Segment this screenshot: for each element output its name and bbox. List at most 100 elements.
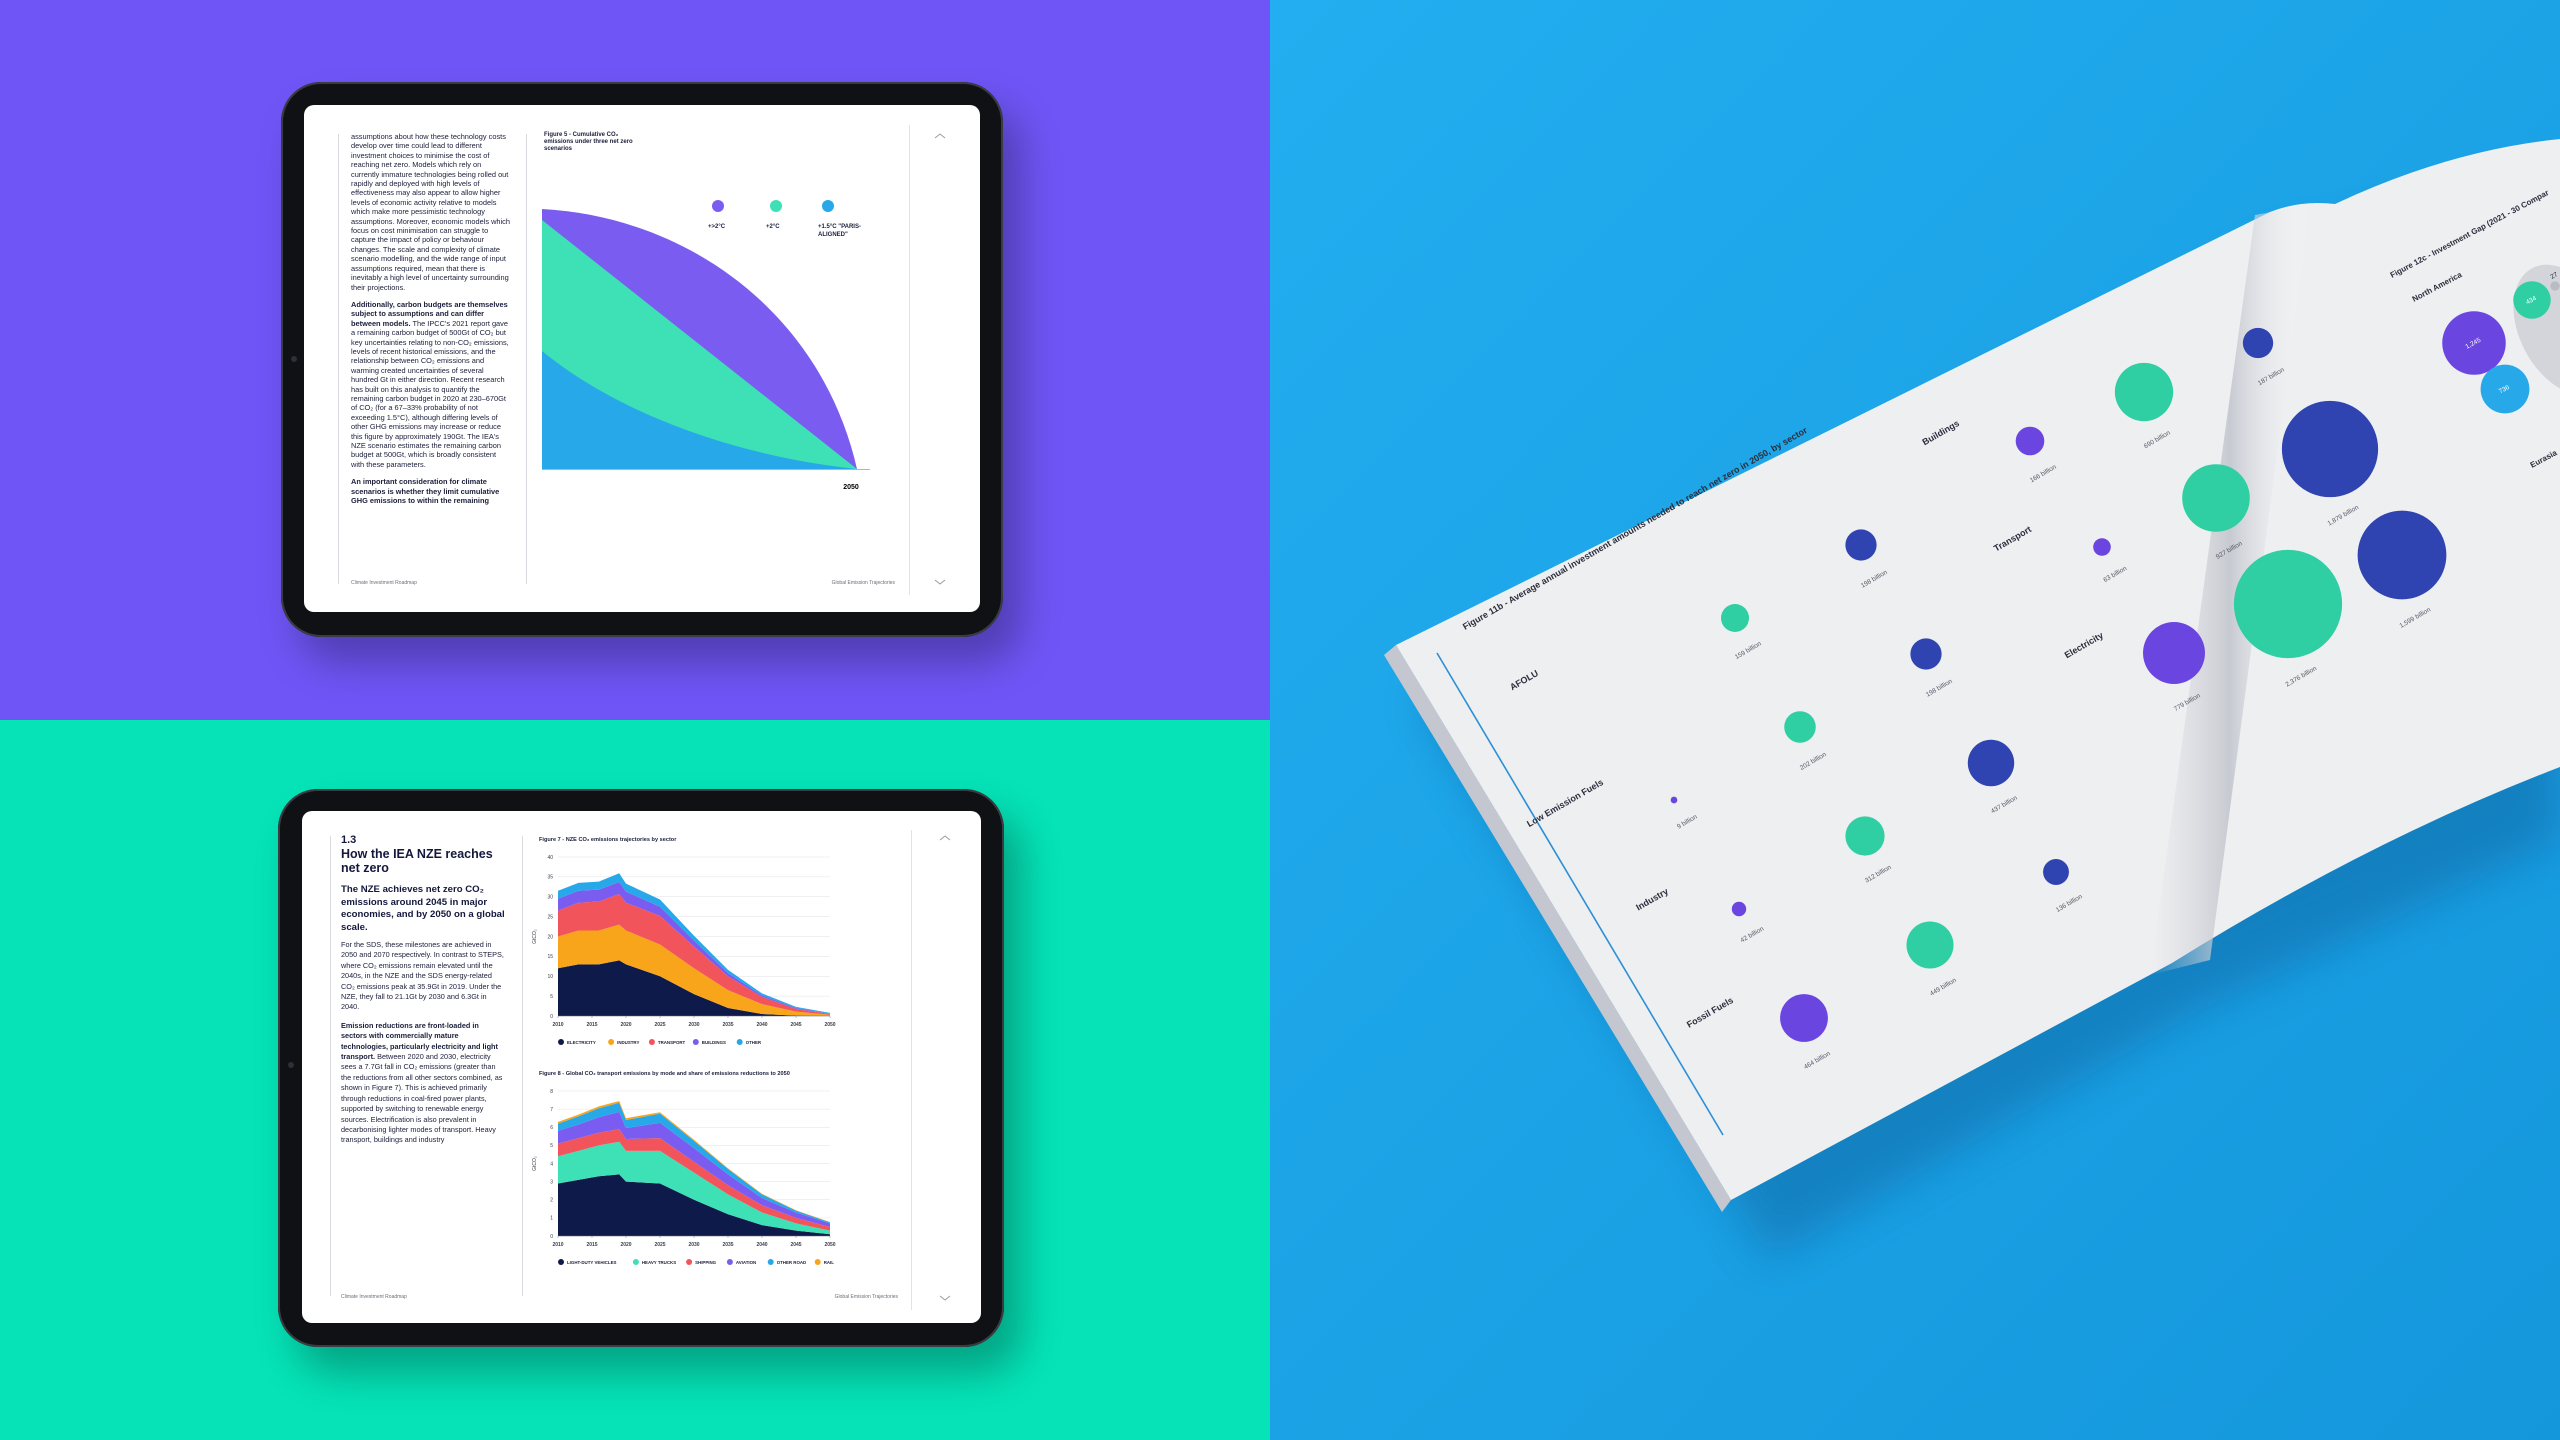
legend-dot — [648, 1039, 655, 1045]
y-axis-label: GtCO₂ — [532, 929, 538, 944]
area — [558, 873, 830, 1014]
footer-right: Global Emission Trajectories — [831, 580, 895, 586]
bubble — [2143, 622, 2205, 684]
y-axis-label: GtCO₂ — [532, 1156, 538, 1171]
bubble — [1784, 711, 1816, 743]
legend-dot — [736, 1039, 743, 1045]
x-tick-label: 2030 — [688, 1242, 699, 1248]
legend-label: OTHER — [746, 1040, 762, 1045]
body-text: assumptions about how these technology c… — [351, 132, 510, 292]
bold-text: An important consideration for climate s… — [351, 477, 500, 506]
legend-label: ELECTRICITY — [567, 1040, 596, 1045]
legend-label: BUILDINGS — [702, 1040, 726, 1045]
legend-dot — [686, 1259, 693, 1265]
bubble — [1967, 739, 2015, 787]
x-tick-label: 2040 — [756, 1242, 767, 1248]
nav-chevrons — [939, 835, 951, 1301]
chevron-up — [934, 133, 946, 139]
y-tick-label: 1 — [550, 1216, 553, 1222]
section-heading: How the IEA NZE reaches net zero — [341, 847, 493, 875]
x-tick-label: 2035 — [722, 1022, 733, 1028]
paragraph: For the SDS, these milestones are achiev… — [341, 940, 506, 1013]
bubble — [2480, 364, 2530, 414]
bubble — [2442, 311, 2506, 375]
cumulative-chart: 2050 — [542, 209, 870, 491]
bubble — [2242, 327, 2274, 359]
chart-column: Figure 7 - NZE CO₂ emissions trajectorie… — [532, 837, 836, 1265]
book-spread: Figure 11b - Average annual investment a… — [1384, 139, 2560, 1260]
value-label: 736 — [2498, 384, 2511, 395]
nav-rule — [909, 125, 910, 595]
bubble — [1845, 529, 1877, 561]
legend-dot — [712, 200, 724, 212]
spine-shade — [2150, 205, 2310, 975]
bubble — [2043, 859, 2069, 885]
legend-label: INDUSTRY — [617, 1040, 639, 1045]
y-tick-label: 35 — [547, 875, 553, 881]
footer-left: Climate Investment Roadmap — [351, 580, 417, 586]
margin-rule — [330, 836, 331, 1296]
area — [558, 1100, 830, 1223]
column-rule — [526, 134, 527, 584]
area — [558, 893, 830, 1015]
camera — [291, 356, 297, 362]
legend-label: +2°C — [766, 224, 780, 230]
y-tick-label: 0 — [550, 1014, 553, 1020]
body-text: Between 2020 and 2030, electricity sees … — [341, 1052, 503, 1145]
bubble — [2357, 510, 2447, 600]
x-tick-label: 2015 — [586, 1242, 597, 1248]
x-tick-label: 2045 — [790, 1022, 801, 1028]
legend-dot — [726, 1259, 733, 1265]
y-tick-label: 4 — [550, 1161, 553, 1167]
area — [558, 882, 830, 1015]
x-tick-label: 2040 — [756, 1022, 767, 1028]
bubble — [1731, 901, 1747, 917]
bubble — [2114, 362, 2174, 422]
footer-right: Global Emission Trajectories — [834, 1294, 898, 1300]
y-tick-label: 30 — [547, 895, 553, 901]
value-label: 27 — [2549, 271, 2559, 281]
bubble — [2015, 426, 2045, 456]
page-edge — [1384, 645, 1731, 1212]
bold-text: Additionally, carbon budgets are themsel… — [351, 299, 508, 328]
x-tick-label: 2045 — [790, 1242, 801, 1248]
y-tick-label: 0 — [550, 1234, 553, 1240]
bubble — [2281, 400, 2379, 498]
figure-title: Figure 5 - Cumulative CO₂ emissions unde… — [544, 132, 633, 152]
body-text: The IPCC's 2021 report gave a remaining … — [351, 318, 509, 469]
x-tick-label: 2035 — [722, 1242, 733, 1248]
legend-dot — [558, 1039, 564, 1045]
x-tick-label: 2050 — [824, 1242, 835, 1248]
text-column: assumptions about how these technology c… — [351, 132, 511, 568]
legend-label: OTHER ROAD — [777, 1260, 807, 1265]
x-tick-label: 2025 — [654, 1242, 665, 1248]
y-tick-label: 7 — [550, 1107, 553, 1113]
nav-chevrons — [934, 133, 946, 585]
legend-label: +1.5°C "PARIS-ALIGNED" — [818, 224, 861, 238]
legend-dot — [558, 1259, 564, 1265]
chart-title: Figure 8 - Global CO₂ transport emission… — [539, 1071, 790, 1077]
legend-dot — [814, 1259, 821, 1265]
nav-rule — [911, 830, 912, 1310]
x-tick-label: 2010 — [552, 1242, 563, 1248]
paragraph: Additionally, carbon budgets are themsel… — [351, 300, 511, 469]
column-rule — [522, 836, 523, 1296]
body-text: For the SDS, these milestones are achiev… — [341, 940, 504, 1012]
legend-dot — [767, 1259, 774, 1265]
bubble — [1780, 994, 1828, 1042]
area — [558, 1111, 830, 1227]
paragraph: assumptions about how these technology c… — [351, 132, 511, 292]
bubble — [2093, 538, 2111, 556]
camera — [288, 1062, 294, 1068]
area — [558, 960, 830, 1016]
text-column: For the SDS, these milestones are achiev… — [341, 940, 506, 1168]
bold-text: Emission reductions are front-loaded in … — [341, 1020, 498, 1062]
chevron-down — [939, 1295, 951, 1301]
area — [558, 1141, 830, 1235]
chevron-down — [934, 579, 946, 585]
legend-label: LIGHT-DUTY VEHICLES — [567, 1260, 617, 1265]
y-tick-label: 40 — [547, 855, 553, 861]
bubble — [1906, 921, 1954, 969]
